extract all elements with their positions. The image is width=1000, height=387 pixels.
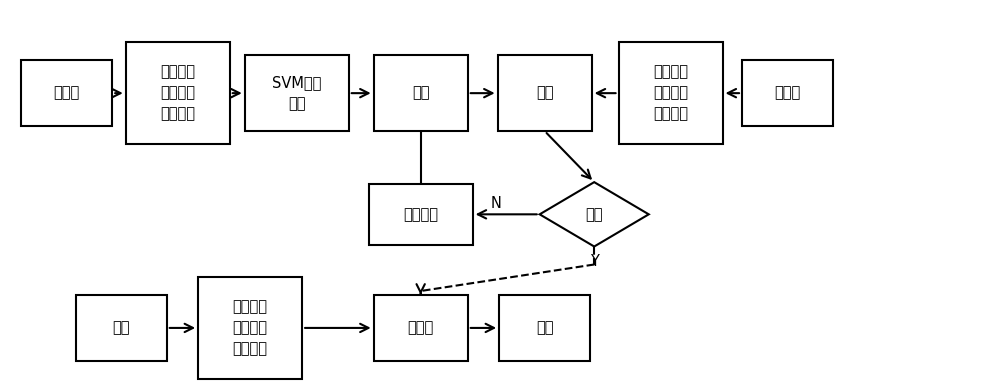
FancyBboxPatch shape (198, 277, 302, 379)
FancyBboxPatch shape (369, 184, 473, 245)
FancyBboxPatch shape (245, 55, 349, 131)
FancyBboxPatch shape (374, 295, 468, 361)
Text: 颜色、纹
理、边缘
特征提取: 颜色、纹 理、边缘 特征提取 (160, 65, 195, 122)
Text: 颜色、纹
理、边缘
特征提取: 颜色、纹 理、边缘 特征提取 (233, 300, 268, 356)
Text: 训练: 训练 (412, 86, 429, 101)
Text: Y: Y (590, 254, 599, 269)
Text: 测试: 测试 (536, 86, 553, 101)
Text: SVM参数
设置: SVM参数 设置 (272, 75, 321, 111)
FancyBboxPatch shape (498, 55, 592, 131)
FancyBboxPatch shape (742, 60, 833, 126)
Text: 测试集: 测试集 (774, 86, 801, 101)
Text: 颜色、纹
理、边缘
特征提取: 颜色、纹 理、边缘 特征提取 (653, 65, 688, 122)
Text: N: N (490, 195, 501, 211)
Polygon shape (540, 182, 649, 247)
Text: 输出: 输出 (536, 320, 553, 336)
Text: 分类器: 分类器 (408, 320, 434, 336)
FancyBboxPatch shape (619, 42, 723, 144)
FancyBboxPatch shape (499, 295, 590, 361)
FancyBboxPatch shape (21, 60, 112, 126)
Text: 参数调整: 参数调整 (403, 207, 438, 222)
Text: 训练集: 训练集 (54, 86, 80, 101)
Text: 图像: 图像 (112, 320, 130, 336)
FancyBboxPatch shape (374, 55, 468, 131)
FancyBboxPatch shape (76, 295, 167, 361)
FancyBboxPatch shape (126, 42, 230, 144)
Text: 达标: 达标 (585, 207, 603, 222)
